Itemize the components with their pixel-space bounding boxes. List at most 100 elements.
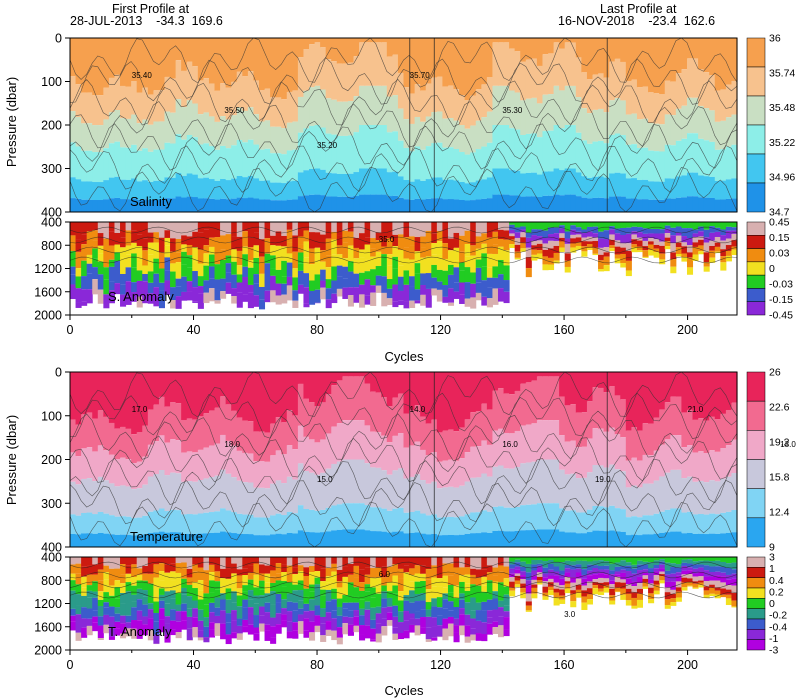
anomaly-cell (292, 567, 299, 575)
anomaly-cell (381, 607, 388, 619)
heatmap-cell (236, 175, 243, 198)
anomaly-cell (81, 276, 88, 290)
heatmap-cell (86, 478, 93, 513)
anomaly-cell (503, 586, 510, 595)
heatmap-cell (375, 85, 382, 125)
heatmap-cell (175, 510, 182, 533)
heatmap-cell (342, 503, 349, 530)
heatmap-cell (414, 405, 421, 442)
anomaly-cell (220, 599, 227, 611)
anomaly-cell (359, 294, 366, 308)
heatmap-cell (675, 108, 683, 141)
heatmap-cell (470, 512, 477, 534)
heatmap-cell (281, 99, 288, 129)
anomaly-cell (636, 583, 644, 589)
contour-label: 15.0 (317, 475, 333, 484)
anomaly-cell (636, 222, 644, 228)
heatmap-cell (203, 112, 210, 144)
anomaly-cell (258, 286, 266, 300)
heatmap-cell (442, 487, 449, 518)
anomaly-cell (186, 628, 193, 641)
heatmap-cell (286, 91, 293, 123)
anomaly-cell (331, 618, 338, 631)
anomaly-cell (509, 229, 516, 234)
heatmap-cell (347, 62, 355, 102)
heatmap-cell (181, 514, 188, 534)
anomaly-cell (492, 222, 499, 232)
heatmap-cell (342, 38, 349, 64)
heatmap-cell (103, 533, 110, 547)
heatmap-cell (598, 465, 605, 507)
heatmap-cell (731, 114, 738, 145)
anomaly-cell (436, 597, 443, 608)
heatmap-cell (598, 197, 605, 212)
heatmap-cell (520, 372, 527, 384)
heatmap-cell (425, 455, 432, 484)
heatmap-cell (220, 145, 227, 179)
heatmap-cell (286, 532, 293, 547)
anomaly-cell (575, 572, 582, 579)
heatmap-cell (297, 425, 305, 464)
heatmap-cell (442, 86, 449, 119)
anomaly-cell (642, 575, 649, 579)
heatmap-cell (653, 533, 660, 547)
anomaly-cell (153, 601, 160, 613)
anomaly-cell (142, 281, 149, 297)
anomaly-cell (353, 602, 360, 611)
anomaly-cell (431, 557, 438, 566)
heatmap-cell (314, 510, 321, 533)
anomaly-cell (648, 579, 655, 584)
heatmap-cell (420, 372, 427, 417)
heatmap-cell (525, 462, 532, 505)
heatmap-cell (364, 125, 371, 169)
anomaly-cell (297, 270, 304, 285)
anomaly-cell (175, 563, 182, 573)
heatmap-cell (181, 70, 188, 108)
anomaly-cell (242, 568, 249, 576)
anomaly-cell (514, 557, 521, 560)
anomaly-cell (553, 222, 560, 228)
anomaly-cell (575, 593, 582, 598)
heatmap-cell (548, 372, 555, 377)
heatmap-cell (342, 376, 349, 421)
heatmap-cell (470, 152, 477, 183)
heatmap-cell (258, 121, 266, 150)
anomaly-cell (142, 265, 149, 274)
heatmap-cell (648, 199, 655, 212)
anomaly-cell (414, 625, 421, 636)
heatmap-cell (670, 372, 677, 397)
anomaly-cell (525, 580, 532, 586)
anomaly-cell (525, 557, 532, 564)
heatmap-cell (320, 402, 327, 440)
heatmap-cell (659, 532, 666, 547)
heatmap-cell (214, 199, 221, 212)
anomaly-cell (242, 585, 249, 592)
anomaly-cell (409, 276, 416, 287)
anomaly-cell (525, 610, 532, 612)
anomaly-cell (592, 247, 599, 254)
heatmap-cell (609, 38, 616, 62)
anomaly-cell (531, 584, 538, 588)
heatmap-cell (153, 404, 160, 442)
anomaly-cell (375, 577, 382, 588)
heatmap-cell (509, 433, 516, 469)
heatmap-cell (297, 57, 305, 97)
anomaly-cell (258, 273, 266, 287)
heatmap-cell (648, 483, 655, 516)
heatmap-cell (92, 418, 99, 452)
heatmap-cell (331, 372, 338, 386)
anomaly-cell (459, 235, 466, 252)
heatmap-cell (309, 372, 316, 403)
anomaly-cell (492, 557, 499, 568)
anomaly-cell (386, 238, 393, 255)
heatmap-cell (636, 38, 644, 88)
anomaly-cell (86, 625, 93, 636)
anomaly-cell (725, 230, 732, 239)
heatmap-cell (208, 445, 216, 478)
heatmap-cell (175, 134, 182, 174)
anomaly-cell (275, 269, 282, 284)
heatmap-cell (175, 173, 182, 197)
anomaly-cell (664, 587, 671, 593)
anomaly-cell (564, 243, 571, 254)
heatmap-cell (592, 372, 599, 388)
